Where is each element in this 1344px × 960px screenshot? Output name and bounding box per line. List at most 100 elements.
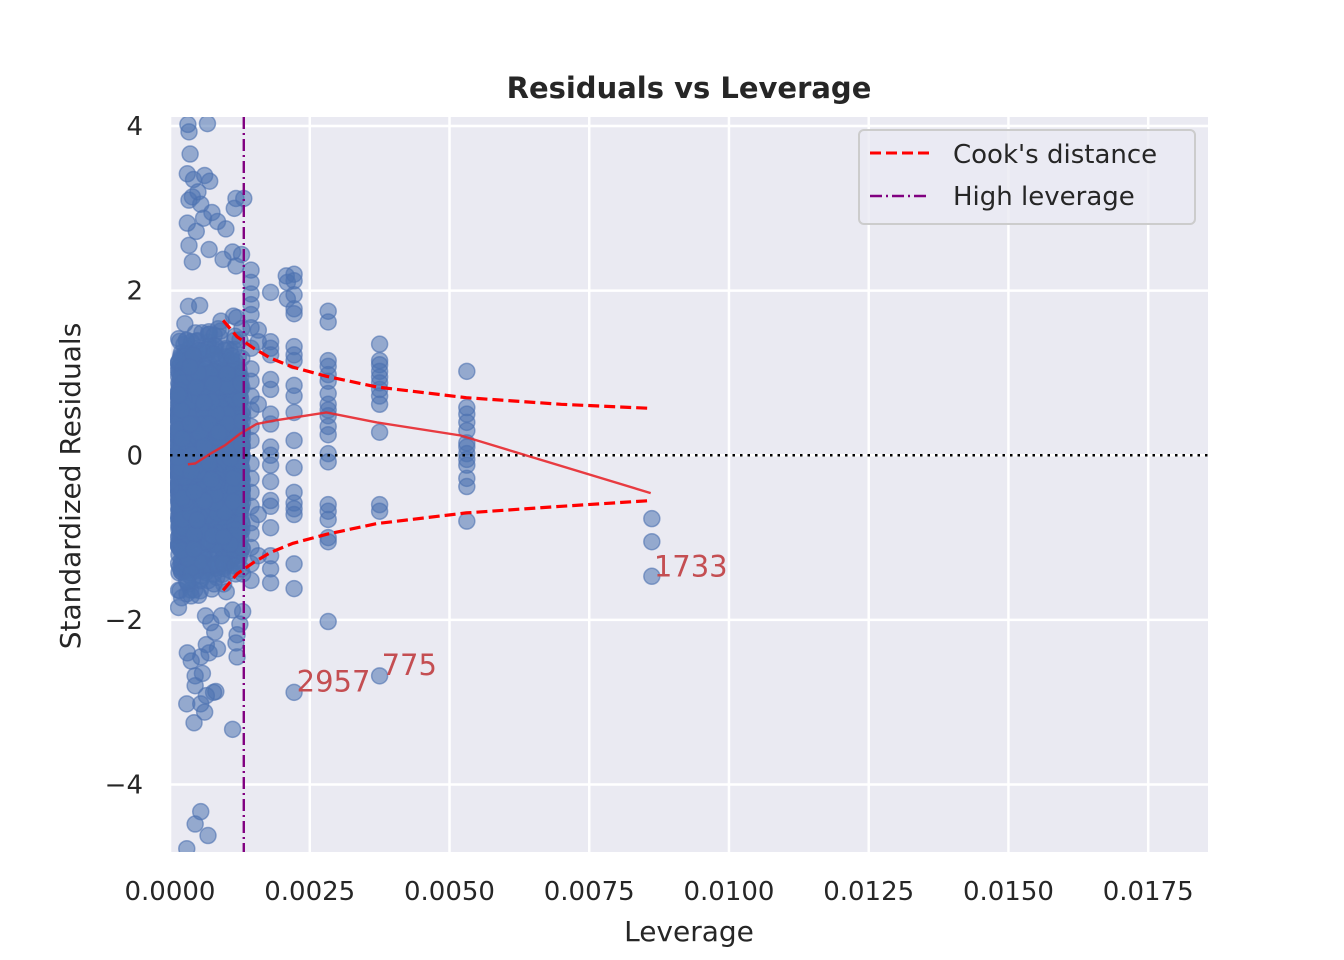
data-point <box>186 815 204 833</box>
data-point <box>188 511 206 529</box>
outlier-annotation: 2957 <box>297 665 371 699</box>
x-tick-label: 0.0075 <box>544 877 635 907</box>
data-point <box>643 509 661 528</box>
data-point <box>261 497 280 516</box>
data-point <box>205 623 224 641</box>
data-point <box>212 607 231 625</box>
data-point <box>199 571 217 590</box>
data-point <box>173 429 192 448</box>
outlier-annotation: 775 <box>382 648 437 682</box>
legend-label-cooks-distance: Cook's distance <box>953 140 1157 170</box>
data-point <box>199 826 217 845</box>
tick-labels: 0.0000 0.0025 0.0050 0.0075 0.0100 0.0125 0.01… <box>105 112 1194 907</box>
data-point <box>170 598 188 617</box>
data-point <box>261 415 280 433</box>
data-point <box>261 283 280 302</box>
cooks-distance-line <box>221 319 652 410</box>
data-point <box>285 431 303 450</box>
data-point <box>181 358 199 376</box>
data-point <box>224 492 242 511</box>
data-point <box>242 571 260 590</box>
data-point <box>319 612 337 631</box>
data-point <box>186 676 204 695</box>
data-point <box>181 415 199 433</box>
data-point <box>184 540 203 558</box>
data-point <box>242 372 260 390</box>
data-point <box>319 510 337 529</box>
data-point <box>218 364 236 383</box>
data-point <box>242 431 260 450</box>
x-tick-label: 0.0100 <box>683 877 774 907</box>
data-point <box>249 505 268 524</box>
data-point <box>285 505 303 524</box>
data-point <box>261 472 280 491</box>
data-point <box>170 385 188 404</box>
data-point <box>222 347 241 365</box>
y-tick-label: −4 <box>105 771 143 801</box>
data-point <box>370 667 389 685</box>
data-point <box>190 296 209 315</box>
data-point <box>285 387 303 405</box>
data-point <box>261 574 280 592</box>
data-point <box>176 315 194 333</box>
data-point <box>261 380 280 399</box>
data-point <box>181 145 199 163</box>
data-point <box>212 312 230 330</box>
data-point <box>200 172 219 190</box>
data-point <box>285 458 303 477</box>
data-point <box>180 236 198 255</box>
chart-title: Residuals vs Leverage <box>507 71 872 105</box>
x-tick-label: 0.0125 <box>823 877 914 907</box>
data-point <box>195 703 214 721</box>
data-point <box>195 437 213 455</box>
data-point <box>228 648 246 666</box>
data-point <box>261 456 280 474</box>
data-point <box>249 395 268 414</box>
y-tick-label: 4 <box>126 112 143 142</box>
data-point <box>170 332 189 351</box>
data-point <box>223 720 242 739</box>
data-point <box>458 512 476 530</box>
data-point <box>221 449 240 468</box>
x-tick-label: 0.0150 <box>963 877 1054 907</box>
y-axis-label: Standardized Residuals <box>54 323 87 650</box>
data-point <box>285 579 303 598</box>
data-point <box>178 839 196 852</box>
legend: Cook's distance High leverage <box>858 129 1196 225</box>
data-point <box>185 483 204 501</box>
lowess-smoother-line <box>187 411 652 495</box>
data-point <box>225 199 244 218</box>
data-point <box>195 393 213 412</box>
data-point <box>319 425 337 444</box>
outlier-annotation: 1733 <box>654 549 728 583</box>
data-point <box>285 683 303 702</box>
y-tick-label: −2 <box>105 606 143 636</box>
data-point <box>204 375 223 393</box>
data-point <box>458 362 476 381</box>
x-axis-label: Leverage <box>624 915 754 948</box>
data-point <box>285 304 303 323</box>
data-point <box>227 257 245 275</box>
data-point <box>224 469 243 487</box>
data-point <box>242 454 260 473</box>
data-point <box>178 573 197 591</box>
data-point <box>217 220 235 238</box>
reference-lines <box>170 117 1208 852</box>
legend-label-high-leverage: High leverage <box>953 182 1135 212</box>
data-point <box>370 502 389 520</box>
x-tick-label: 0.0025 <box>264 877 355 907</box>
scatter-points <box>170 117 661 852</box>
data-point <box>285 555 303 573</box>
data-point <box>370 335 389 353</box>
x-tick-label: 0.0175 <box>1103 877 1194 907</box>
y-tick-label: 0 <box>126 441 143 471</box>
data-point <box>370 395 389 414</box>
data-point <box>185 714 203 732</box>
x-tick-label: 0.0050 <box>404 877 495 907</box>
data-point <box>370 423 389 441</box>
data-point <box>180 123 198 141</box>
data-point <box>198 117 217 133</box>
data-point <box>214 528 233 546</box>
data-point <box>643 532 661 551</box>
data-point <box>183 253 202 271</box>
